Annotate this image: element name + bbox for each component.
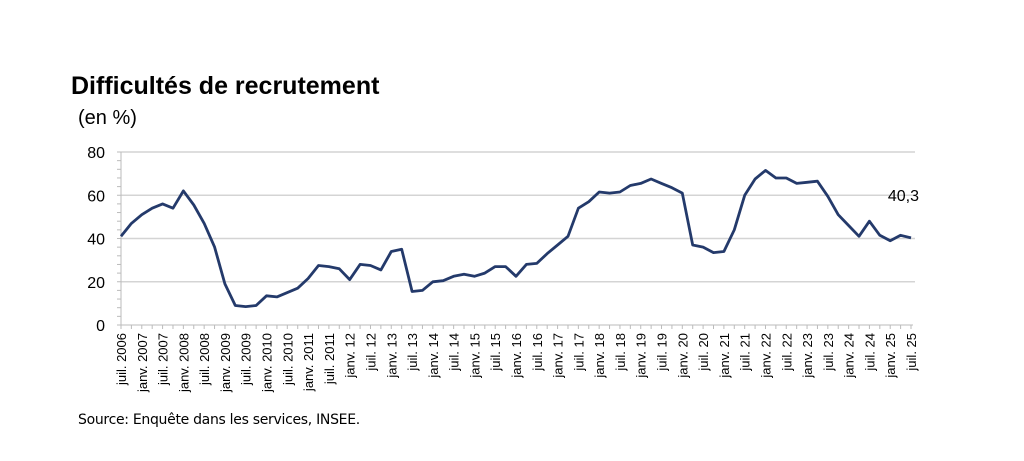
- y-tick-label: 60: [87, 188, 105, 205]
- x-tick-label: janv. 16: [509, 333, 524, 379]
- y-tick-label: 40: [87, 232, 105, 249]
- x-tick-label: janv. 15: [467, 333, 482, 379]
- y-tick-label: 20: [87, 275, 105, 292]
- x-tick-label: janv. 21: [717, 333, 732, 379]
- x-tick-label: juil. 21: [738, 333, 753, 372]
- x-tick-label: janv. 22: [758, 333, 773, 379]
- x-tick-label: juil. 24: [862, 333, 877, 372]
- x-tick-label: juil. 2007: [156, 333, 171, 386]
- x-tick-label: janv. 2011: [301, 333, 316, 392]
- x-tick-label: juil. 20: [696, 333, 711, 372]
- x-tick-label: janv. 19: [634, 333, 649, 379]
- chart-title: Difficultés de recrutement: [71, 72, 380, 100]
- x-tick-label: janv. 18: [592, 333, 607, 379]
- x-tick-label: juil. 22: [779, 333, 794, 372]
- x-tick-label: juil. 23: [821, 333, 836, 372]
- x-tick-label: janv. 2007: [135, 333, 150, 393]
- x-tick-label: juil. 25: [904, 333, 919, 372]
- x-tick-label: juil. 2011: [322, 333, 337, 385]
- x-tick-label: juil. 2009: [239, 333, 254, 386]
- x-tick-label: janv. 17: [551, 333, 566, 379]
- x-tick-label: juil. 14: [447, 333, 462, 372]
- x-tick-label: janv. 25: [883, 333, 898, 379]
- last-value-label: 40,3: [888, 188, 919, 205]
- x-tick-label: janv. 2008: [176, 333, 191, 393]
- x-tick-label: juil. 13: [405, 333, 420, 372]
- x-tick-label: juil. 16: [530, 333, 545, 372]
- x-tick-label: janv. 2009: [218, 333, 233, 393]
- x-tick-label: juil. 2008: [197, 333, 212, 386]
- x-tick-label: juil. 19: [655, 333, 670, 372]
- x-tick-label: juil. 17: [571, 333, 586, 372]
- x-tick-label: janv. 23: [800, 333, 815, 379]
- x-tick-label: juil. 12: [363, 333, 378, 372]
- x-tick-label: juil. 18: [613, 333, 628, 372]
- x-tick-label: janv. 14: [426, 333, 441, 379]
- x-tick-label: janv. 13: [384, 333, 399, 379]
- x-tick-label: janv. 12: [343, 333, 358, 379]
- x-tick-label: juil. 15: [488, 333, 503, 372]
- x-tick-label: janv. 2010: [260, 333, 275, 393]
- chart-source: Source: Enquête dans les services, INSEE…: [78, 412, 360, 428]
- x-tick-label: juil. 2006: [114, 333, 129, 386]
- x-tick-label: juil. 2010: [280, 333, 295, 386]
- chart-subtitle: (en %): [78, 107, 137, 129]
- y-tick-label: 0: [96, 318, 105, 335]
- x-tick-label: janv. 20: [675, 333, 690, 379]
- y-tick-label: 80: [87, 145, 105, 162]
- x-tick-label: janv. 24: [842, 333, 857, 379]
